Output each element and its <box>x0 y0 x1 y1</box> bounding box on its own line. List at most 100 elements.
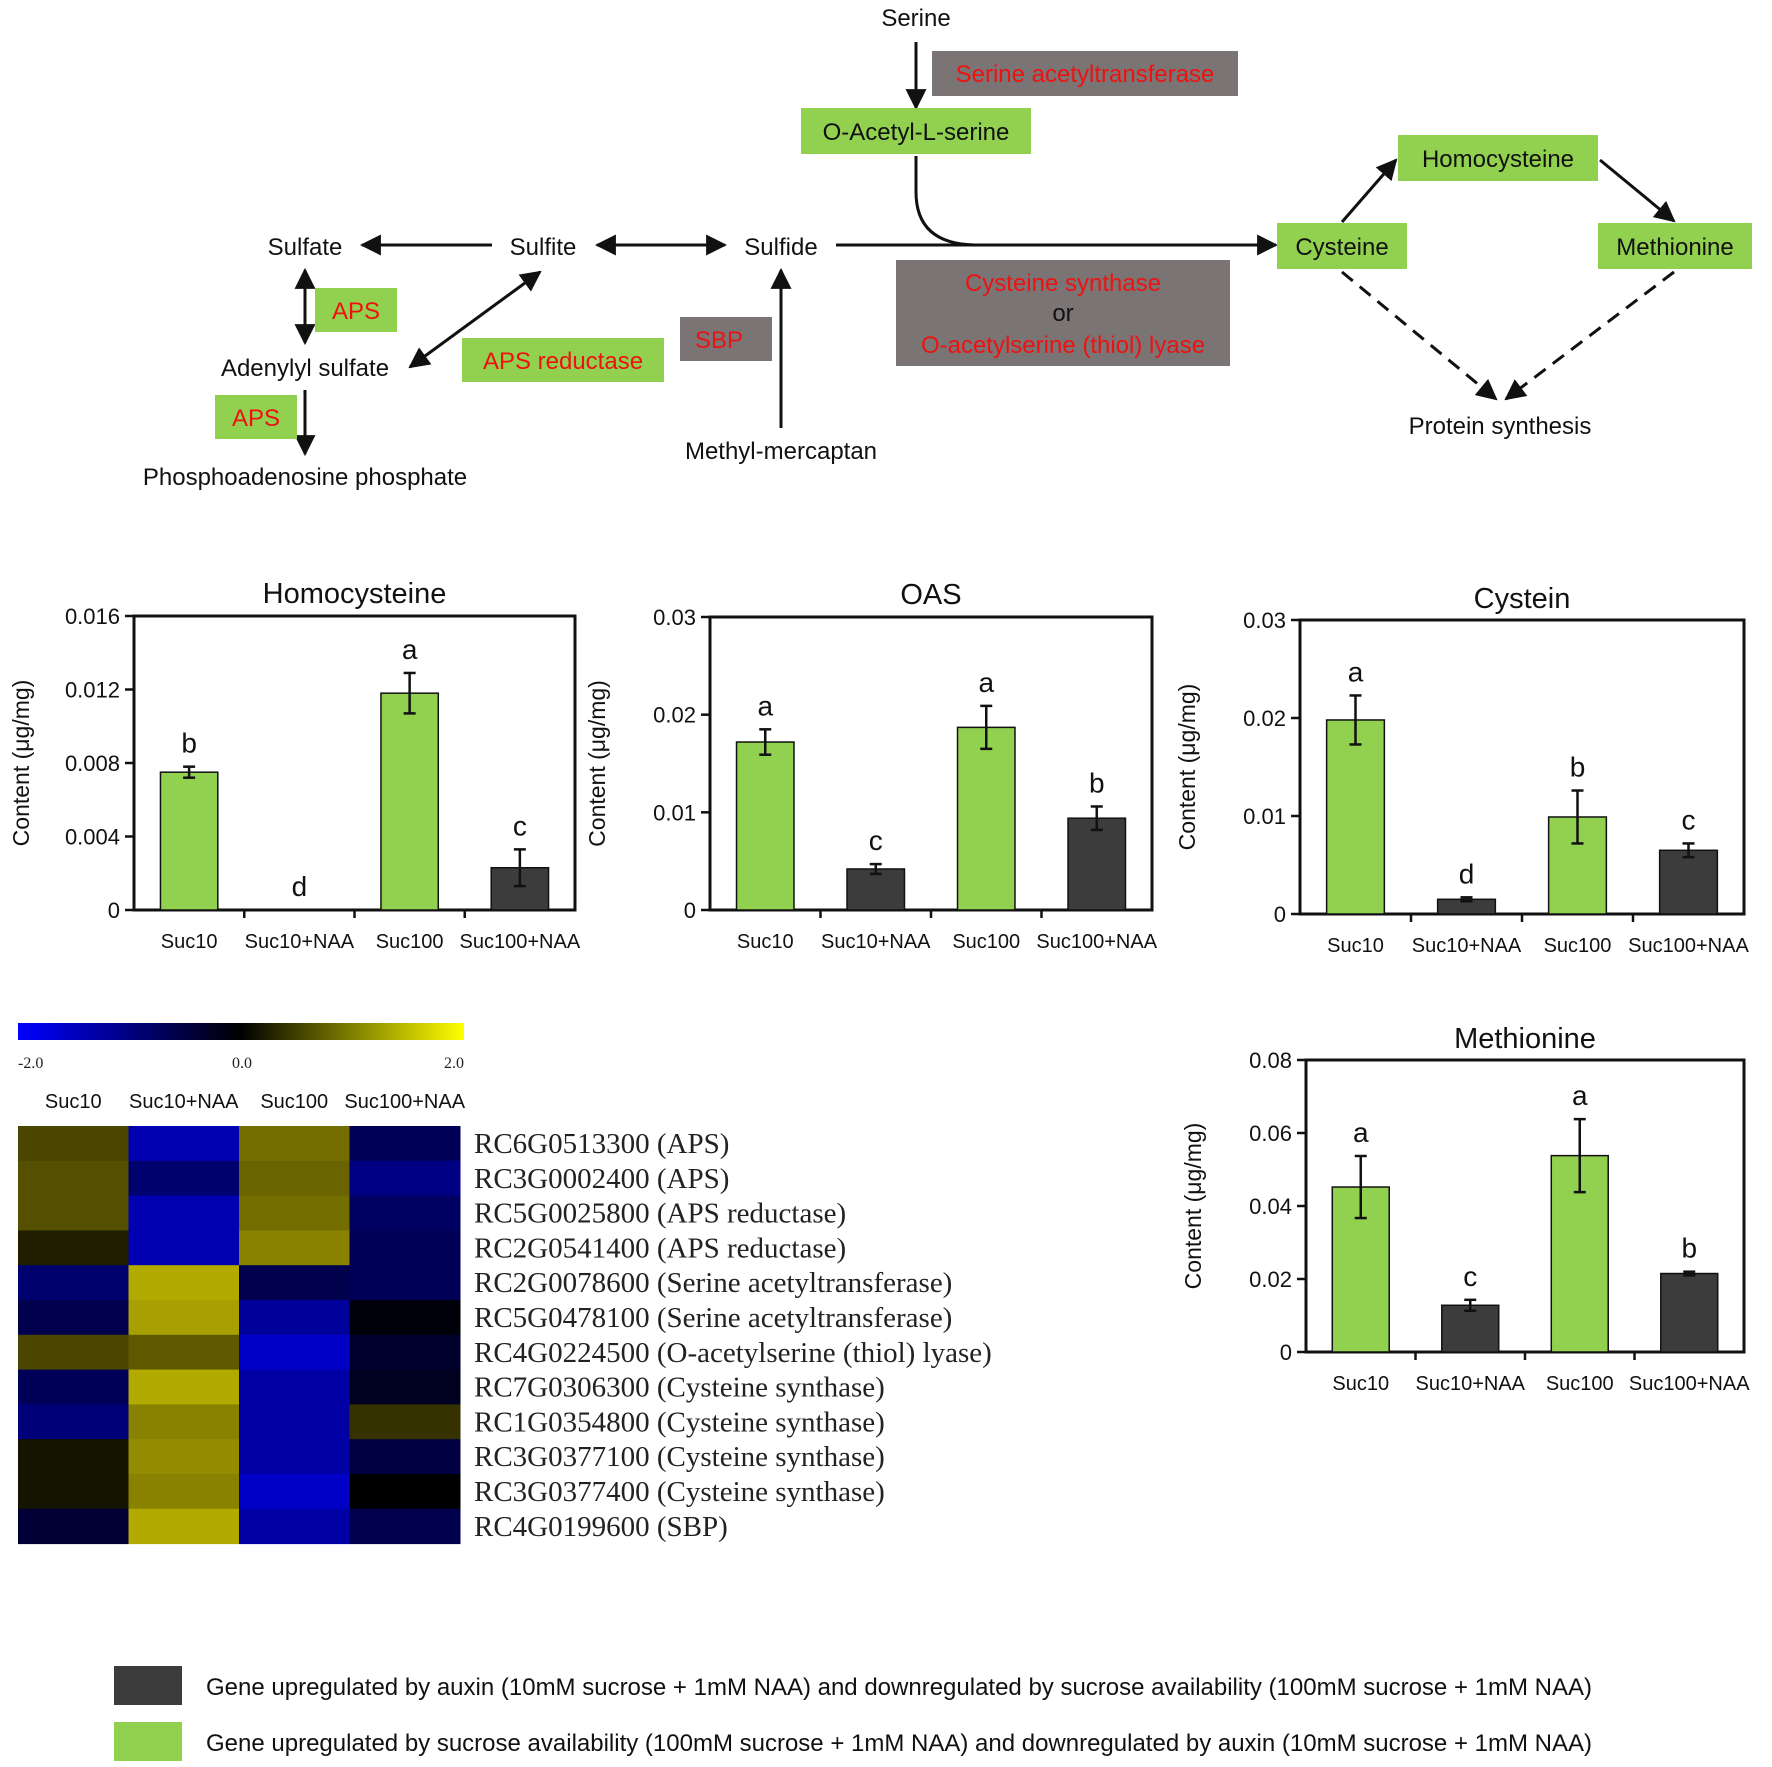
legend-text-dark: Gene upregulated by auxin (10mM sucrose … <box>206 1674 1592 1701</box>
arrow-oas-curve <box>914 156 976 247</box>
heatmap-cell <box>128 1230 240 1266</box>
heatmap-row-label: RC2G0541400 (APS reductase) <box>474 1232 846 1264</box>
heatmap-cell <box>349 1265 461 1301</box>
y-tick-label: 0 <box>1280 1340 1292 1365</box>
x-tick-label: Suc100 <box>376 931 444 953</box>
sulfate-label: Sulfate <box>268 234 343 261</box>
significance-letter: a <box>978 667 994 698</box>
heatmap-cell <box>128 1474 240 1510</box>
y-tick-label: 0.02 <box>653 703 696 728</box>
heatmap-row-label: RC4G0224500 (O-acetylserine (thiol) lyas… <box>474 1337 992 1369</box>
x-tick-label: Suc10 <box>737 931 794 953</box>
heatmap-cell <box>239 1160 350 1197</box>
heatmap-column-label: Suc100+NAA <box>344 1091 465 1113</box>
enzyme-oas-thiol-lyase: O-acetylserine (thiol) lyase <box>921 332 1205 359</box>
y-tick-label: 0.02 <box>1249 1267 1292 1292</box>
significance-letter: b <box>1570 752 1586 783</box>
x-tick-label: Suc100 <box>952 931 1020 953</box>
heatmap-column-label: Suc100 <box>260 1091 328 1113</box>
arrow-cysteine-to-protein <box>1341 270 1498 401</box>
chart-title: Homocysteine <box>263 578 447 610</box>
enzyme-aps-2: APS <box>232 405 280 432</box>
y-tick-label: 0.012 <box>65 678 120 703</box>
chart-title: Cystein <box>1474 583 1571 615</box>
y-axis-label: Content (μg/mg) <box>1180 1123 1206 1290</box>
x-tick-label: Suc10 <box>1327 935 1384 957</box>
heatmap-cell <box>18 1334 129 1371</box>
heatmap-cell <box>239 1126 350 1162</box>
bar-chart-oas: OAS Content (μg/mg) 0 0.01 0.02 0.03 a Suc10 c Su… <box>584 579 1158 953</box>
heatmap-row-label: RC1G0354800 (Cysteine synthase) <box>474 1406 885 1438</box>
heatmap-cell <box>239 1300 350 1336</box>
metabolite-box-cysteine <box>1277 223 1407 269</box>
heatmap-cell <box>239 1474 350 1510</box>
serine-label: Serine <box>881 5 950 32</box>
x-tick-label: Suc100+NAA <box>1036 931 1157 953</box>
legend-swatch-green <box>114 1722 182 1761</box>
enzyme-box-aps-2 <box>215 395 297 439</box>
significance-letter: a <box>757 690 773 721</box>
heatmap-cell <box>349 1160 461 1197</box>
bar <box>1067 817 1127 911</box>
heatmap-color-scale <box>18 1023 464 1040</box>
y-tick-label: 0.008 <box>65 751 120 776</box>
y-tick-label: 0.02 <box>1243 706 1286 731</box>
heatmap-cell <box>239 1439 350 1475</box>
metabolite-box-oas <box>801 108 1031 154</box>
arrow-homocysteine-to-methionine <box>1599 158 1676 223</box>
oas-label: O-Acetyl-L-serine <box>823 119 1010 146</box>
x-tick-label: Suc10+NAA <box>821 931 931 953</box>
heatmap-row-label: RC3G0377100 (Cysteine synthase) <box>474 1441 885 1473</box>
methyl-mercaptan-label: Methyl-mercaptan <box>685 438 877 465</box>
heatmap-cell <box>349 1439 461 1475</box>
heatmap-cell <box>18 1126 129 1162</box>
heatmap-cell <box>128 1195 240 1231</box>
bar <box>1325 719 1386 915</box>
heatmap-cell <box>128 1265 240 1301</box>
significance-letter: c <box>513 810 527 841</box>
sulfite-label: Sulfite <box>510 234 577 261</box>
significance-letter: a <box>1348 656 1364 687</box>
heatmap-cell <box>128 1439 240 1475</box>
heatmap-cell <box>128 1404 240 1440</box>
y-tick-label: 0 <box>108 898 120 923</box>
bar <box>1660 1272 1719 1353</box>
heatmap-cell <box>349 1126 461 1162</box>
heatmap-cell <box>128 1126 240 1162</box>
bar <box>159 771 219 911</box>
heatmap-cell <box>349 1369 461 1405</box>
y-tick-label: 0.03 <box>1243 608 1286 633</box>
heatmap-row-label: RC3G0002400 (APS) <box>474 1163 729 1195</box>
heatmap-cell <box>128 1300 240 1336</box>
significance-letter: c <box>869 825 883 856</box>
bar <box>956 726 1016 911</box>
enzyme-box-serine-acetyltransferase <box>932 51 1238 96</box>
heatmap-row-label: RC5G0025800 (APS reductase) <box>474 1198 846 1230</box>
heatmap-cell <box>18 1369 129 1405</box>
enzyme-aps-reductase: APS reductase <box>483 348 643 375</box>
pathway-diagram: Serine Serine acetyltransferase O-Acetyl… <box>143 5 1752 491</box>
heatmap-cell <box>349 1334 461 1371</box>
x-tick-label: Suc100 <box>1546 1373 1614 1395</box>
sulfide-label: Sulfide <box>744 234 817 261</box>
heatmap-cell <box>18 1508 129 1545</box>
legend-text-green: Gene upregulated by sucrose availability… <box>206 1730 1592 1757</box>
adenylyl-sulfate-label: Adenylyl sulfate <box>221 355 389 382</box>
heatmap-cell <box>239 1195 350 1231</box>
y-tick-label: 0.01 <box>653 800 696 825</box>
heatmap-cell <box>239 1508 350 1545</box>
heatmap-cell <box>349 1300 461 1336</box>
heatmap-cell <box>128 1334 240 1371</box>
bar <box>380 692 440 911</box>
bar <box>1441 1304 1500 1353</box>
paps-label: Phosphoadenosine phosphate <box>143 464 467 491</box>
bar-chart-homocysteine: Homocysteine Content (μg/mg) 0 0.004 0.008 0.… <box>8 578 581 953</box>
enzyme-serine-acetyltransferase: Serine acetyltransferase <box>956 61 1215 88</box>
heatmap-cell <box>349 1474 461 1510</box>
heatmap-cell <box>349 1195 461 1231</box>
chart-title: Methionine <box>1454 1023 1596 1055</box>
legend-swatch-dark <box>114 1666 182 1705</box>
y-tick-label: 0.08 <box>1249 1048 1292 1073</box>
heatmap-row-label: RC5G0478100 (Serine acetyltransferase) <box>474 1302 952 1334</box>
